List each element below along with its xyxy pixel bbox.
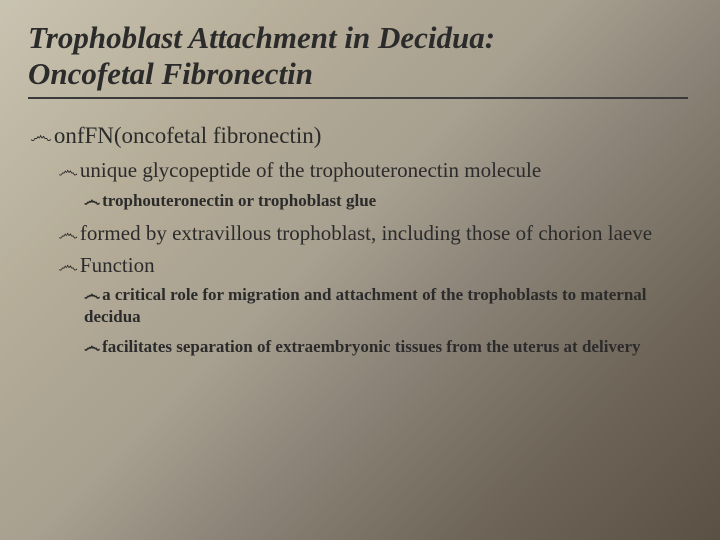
bullet-lvl3-facilitates: ෴facilitates separation of extraembryoni… xyxy=(22,336,690,358)
bullet-lvl1-onffn: ෴onfFN(oncofetal fibronectin) xyxy=(22,123,690,149)
title-underline xyxy=(28,97,688,99)
text-function: Function xyxy=(80,253,155,277)
text-unique: unique glycopeptide of the trophouterone… xyxy=(80,158,541,182)
title-line-1: Trophoblast Attachment in Decidua: xyxy=(28,20,495,55)
title-line-2: Oncofetal Fibronectin xyxy=(28,56,313,91)
text-facilitates: facilitates separation of extraembryonic… xyxy=(102,337,640,356)
bullet-lvl2-function: ෴Function xyxy=(22,252,690,278)
text-onffn: onfFN(oncofetal fibronectin) xyxy=(54,123,322,148)
swirl-icon: ෴ xyxy=(58,252,78,278)
slide-container: Trophoblast Attachment in Decidua: Oncof… xyxy=(0,0,720,540)
swirl-icon: ෴ xyxy=(84,284,100,306)
text-glue: trophouteronectin or trophoblast glue xyxy=(102,191,376,210)
text-critical: a critical role for migration and attach… xyxy=(84,285,647,326)
bullet-lvl2-formed: ෴formed by extravillous trophoblast, inc… xyxy=(22,220,690,246)
bullet-lvl2-unique: ෴unique glycopeptide of the trophouteron… xyxy=(22,157,690,183)
bullet-lvl3-critical: ෴a critical role for migration and attac… xyxy=(22,284,690,328)
swirl-icon: ෴ xyxy=(58,220,78,246)
swirl-icon: ෴ xyxy=(58,157,78,183)
swirl-icon: ෴ xyxy=(84,190,100,212)
slide-title: Trophoblast Attachment in Decidua: Oncof… xyxy=(22,20,690,91)
bullet-lvl3-glue: ෴trophouteronectin or trophoblast glue xyxy=(22,190,690,212)
swirl-icon: ෴ xyxy=(84,336,100,358)
swirl-icon: ෴ xyxy=(30,123,52,149)
text-formed: formed by extravillous trophoblast, incl… xyxy=(80,221,652,245)
